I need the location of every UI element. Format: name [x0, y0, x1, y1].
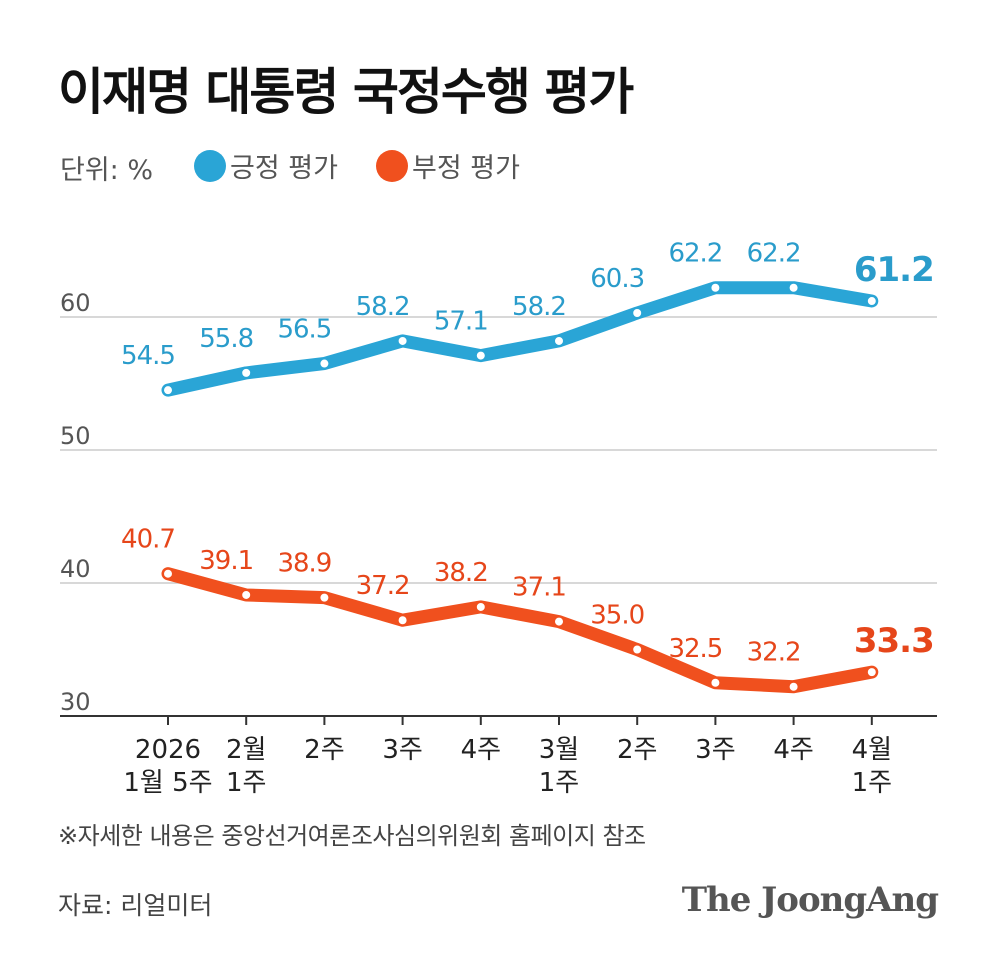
x-tick-label-3-0: 3주 — [382, 735, 422, 765]
x-tick-label-7-0: 3주 — [695, 735, 735, 765]
series-0-point-7 — [709, 281, 722, 294]
series-1-point-6 — [631, 643, 644, 656]
y-tick-label-30: 30 — [60, 688, 91, 716]
series-1-value-label-3: 37.2 — [356, 571, 410, 601]
source-label: 자료: 리얼미터 — [58, 891, 213, 920]
legend-positive-label: 긍정 평가 — [230, 153, 338, 184]
series-1-point-1 — [240, 588, 253, 601]
x-tick-label-1-1: 1주 — [226, 768, 266, 798]
series-0-point-5 — [553, 334, 565, 347]
series-0-value-label-9: 61.2 — [854, 250, 934, 290]
series-1-value-label-8: 32.2 — [747, 638, 801, 668]
x-tick-label-0-1: 1월 5주 — [123, 768, 212, 798]
series-0-value-label-7: 62.2 — [668, 239, 722, 269]
series-1-point-3 — [396, 614, 409, 627]
x-tick-label-0-0: 2026 — [135, 735, 201, 765]
series-0-point-2 — [318, 357, 331, 370]
brand-logo: The JoongAng — [681, 880, 939, 920]
series-1-value-label-1: 39.1 — [199, 546, 253, 576]
footnote: ※자세한 내용은 중앙선거여론조사심의위원회 홈페이지 참조 — [58, 822, 646, 850]
x-tick-label-9-0: 4월 — [852, 735, 892, 765]
series-0-point-8 — [787, 281, 800, 294]
series-1-point-4 — [474, 600, 487, 613]
x-tick-label-8-0: 4주 — [773, 735, 813, 765]
series-1-value-label-9: 33.3 — [854, 621, 934, 661]
series-1-value-label-4: 38.2 — [434, 558, 488, 588]
x-tick-label-5-1: 1주 — [539, 768, 579, 798]
unit-label: 단위: % — [60, 155, 154, 186]
series-0-point-1 — [240, 366, 253, 379]
series-1-point-8 — [787, 680, 800, 693]
series-0-value-label-8: 62.2 — [747, 239, 801, 269]
legend-negative: 부정 평가 — [376, 146, 520, 185]
x-tick-label-5-0: 3월 — [539, 735, 579, 765]
x-tick-label-9-1: 1주 — [852, 768, 892, 798]
series-line-0 — [161, 281, 879, 397]
series-1-point-2 — [318, 591, 331, 604]
series-1-value-label-7: 32.5 — [668, 634, 722, 664]
series-0-value-label-1: 55.8 — [199, 324, 253, 354]
series-0-point-6 — [631, 307, 644, 320]
series-0-point-4 — [474, 349, 487, 362]
series-1-point-0 — [162, 567, 174, 580]
legend-positive-dot — [194, 149, 226, 182]
series-0-point-9 — [865, 295, 878, 308]
series-1-value-label-6: 35.0 — [590, 601, 644, 631]
x-tick-label-6-0: 2주 — [617, 735, 657, 765]
series-1-value-label-5: 37.1 — [512, 573, 566, 603]
x-tick-label-4-0: 4주 — [461, 735, 501, 765]
series-0-value-label-3: 58.2 — [356, 292, 410, 322]
series-1-value-label-0: 40.7 — [121, 525, 175, 555]
page-title: 이재명 대통령 국정수행 평가 — [58, 63, 634, 121]
series-1-value-label-2: 38.9 — [277, 549, 331, 579]
y-tick-label-60: 60 — [60, 289, 91, 317]
legend-positive: 긍정 평가 — [194, 146, 338, 185]
series-0-value-label-4: 57.1 — [434, 307, 488, 337]
x-tick-label-2-0: 2주 — [304, 735, 344, 765]
series-0-value-label-0: 54.5 — [121, 341, 175, 371]
legend-negative-label: 부정 평가 — [412, 153, 520, 184]
series-0-value-label-2: 56.5 — [277, 315, 331, 345]
series-0-point-0 — [162, 384, 174, 397]
legend-negative-dot — [376, 149, 408, 182]
series-1-point-5 — [553, 615, 565, 628]
y-tick-label-40: 40 — [60, 555, 91, 583]
series-line-1 — [161, 567, 879, 694]
series-1-point-7 — [709, 676, 722, 689]
series-0-point-3 — [396, 334, 409, 347]
series-0-value-label-6: 60.3 — [590, 264, 644, 294]
x-tick-label-1-0: 2월 — [226, 735, 266, 765]
series-1-point-9 — [865, 666, 878, 679]
series-0-value-label-5: 58.2 — [512, 292, 566, 322]
y-tick-label-50: 50 — [60, 422, 91, 450]
